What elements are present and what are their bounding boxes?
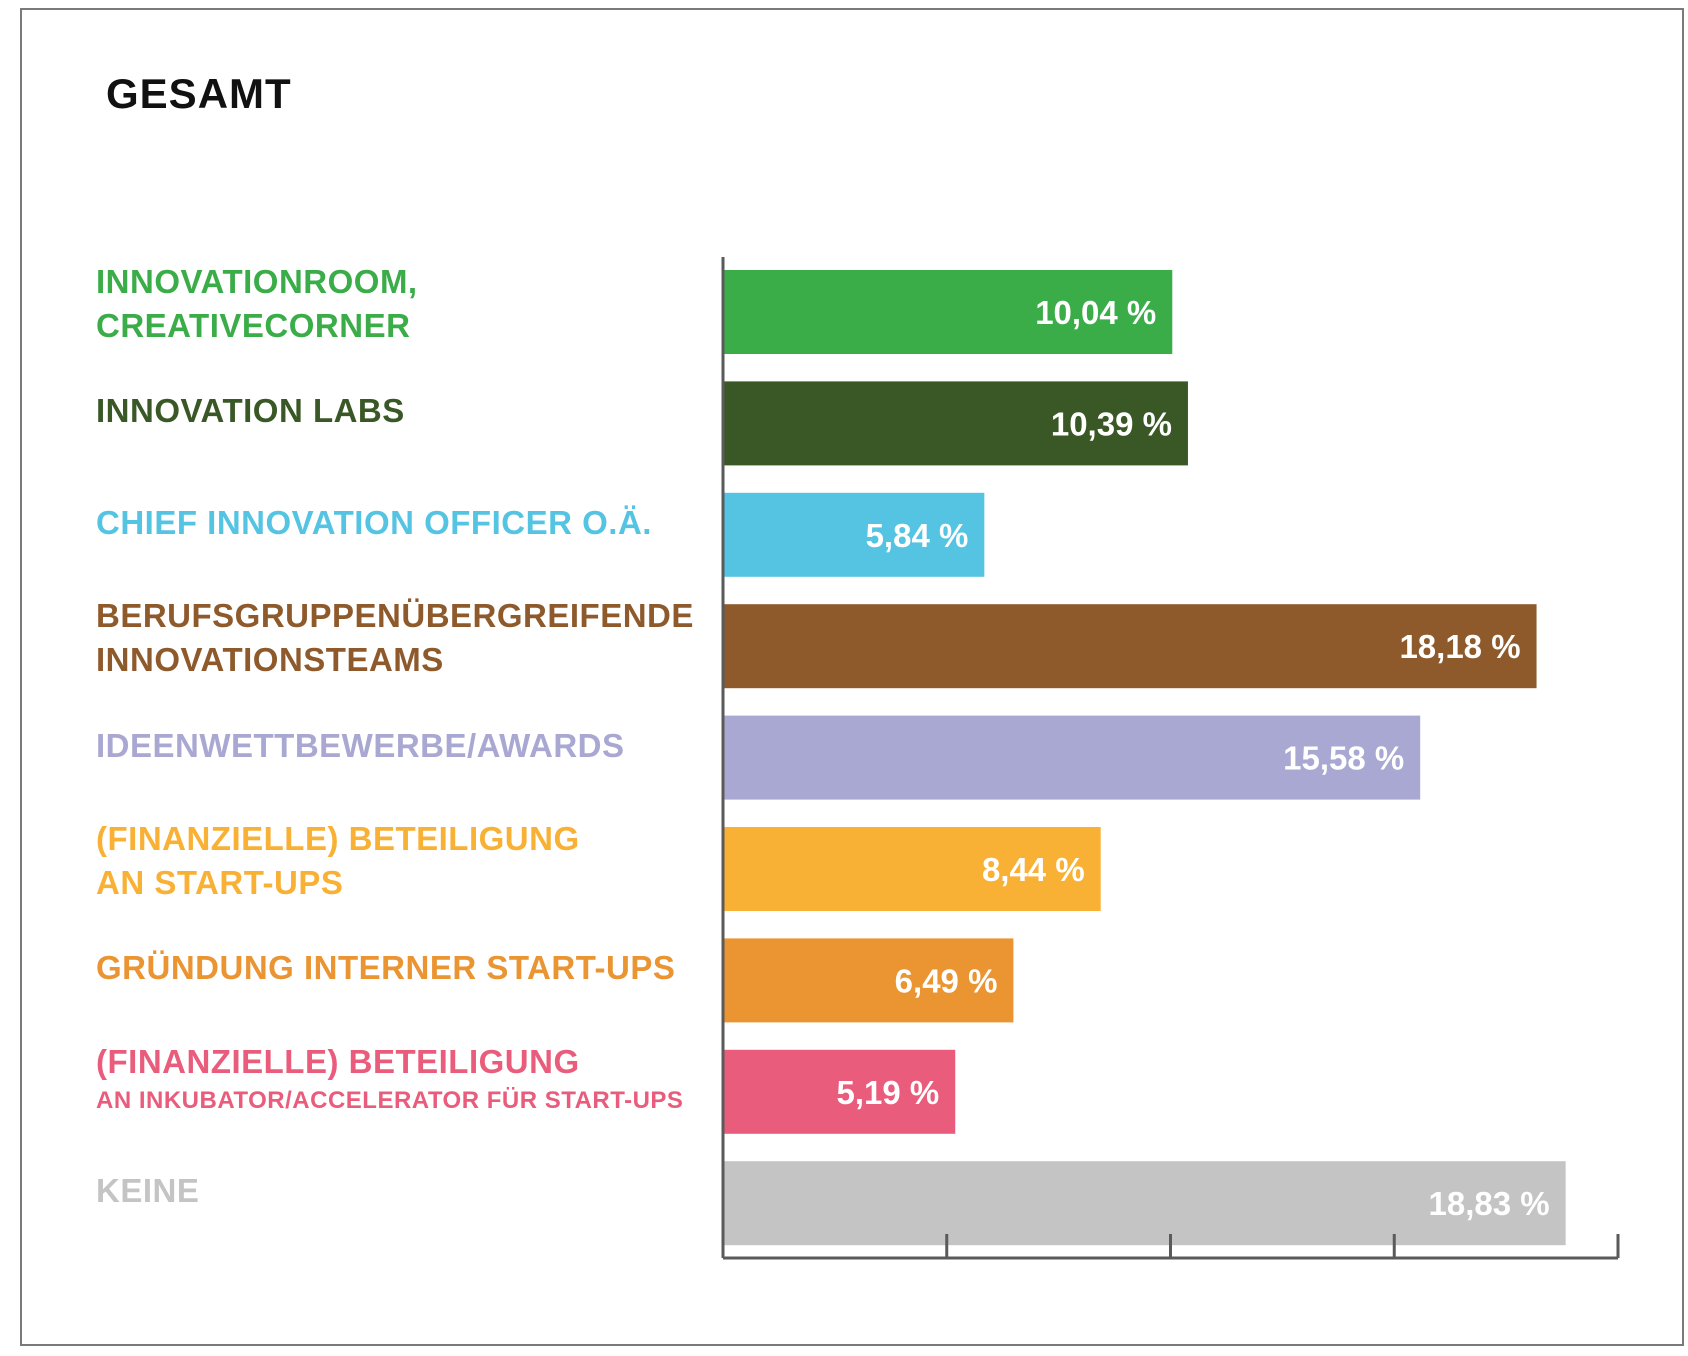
category-label-line: INNOVATION LABS — [96, 392, 405, 430]
data-label-7: 6,49 % — [895, 962, 998, 999]
category-label-line: INNOVATIONSTEAMS — [96, 641, 444, 679]
category-label-line: KEINE — [96, 1172, 200, 1210]
data-label-2: 10,39 % — [1051, 405, 1172, 442]
bar-1 — [723, 270, 1173, 354]
bar-4 — [723, 604, 1537, 689]
category-label-line: CREATIVECORNER — [96, 307, 411, 344]
bar-2 — [723, 381, 1188, 466]
chart-title: GESAMT — [106, 70, 292, 117]
data-label-5: 15,58 % — [1283, 740, 1404, 777]
category-label-8: (FINANZIELLE) BETEILIGUNG AN INKUBATOR/AC… — [96, 1040, 696, 1118]
data-label-1: 10,04 % — [1035, 294, 1156, 331]
bar-8 — [723, 1049, 956, 1134]
category-label-line: BERUFSGRUPPENÜBERGREIFENDE — [96, 597, 694, 635]
category-label-line: (FINANZIELLE) BETEILIGUNG — [96, 820, 580, 857]
category-label-line: (FINANZIELLE) BETEILIGUNG — [96, 1042, 580, 1080]
category-label-line: INNOVATIONROOM, — [96, 263, 418, 300]
category-label-2: INNOVATION LABS — [96, 389, 696, 433]
category-label-line: AN START-UPS — [96, 864, 344, 901]
category-label-9: KEINE — [96, 1169, 696, 1213]
category-label-5: IDEENWETTBEWERBE/AWARDS — [96, 724, 696, 768]
category-label-line: GRÜNDUNG INTERNER START-UPS — [96, 949, 676, 987]
category-label-6: (FINANZIELLE) BETEILIGUNG AN START-UPS — [96, 817, 696, 905]
category-label-line: IDEENWETTBEWERBE/AWARDS — [96, 726, 625, 764]
category-label-4: BERUFSGRUPPENÜBERGREIFENDE INNOVATIONSTEA… — [96, 594, 696, 682]
category-label-3: CHIEF INNOVATION OFFICER O.Ä. — [96, 501, 696, 545]
data-label-3: 5,84 % — [866, 517, 969, 554]
bar-7 — [723, 938, 1014, 1023]
bar-9 — [723, 1161, 1566, 1246]
bar-3 — [723, 492, 985, 577]
bar-5 — [723, 715, 1421, 800]
category-label-line: CHIEF INNOVATION OFFICER O.Ä. — [96, 503, 652, 541]
bar-6 — [723, 827, 1101, 911]
data-label-8: 5,19 % — [837, 1074, 940, 1111]
data-label-4: 18,18 % — [1399, 628, 1520, 665]
data-label-6: 8,44 % — [982, 851, 1085, 888]
category-label-line: AN INKUBATOR/ACCELERATOR FÜR START-UPS — [96, 1086, 684, 1114]
category-label-1: INNOVATIONROOM, CREATIVECORNER — [96, 260, 696, 348]
data-label-9: 18,83 % — [1429, 1185, 1550, 1222]
category-label-7: GRÜNDUNG INTERNER START-UPS — [96, 946, 696, 990]
